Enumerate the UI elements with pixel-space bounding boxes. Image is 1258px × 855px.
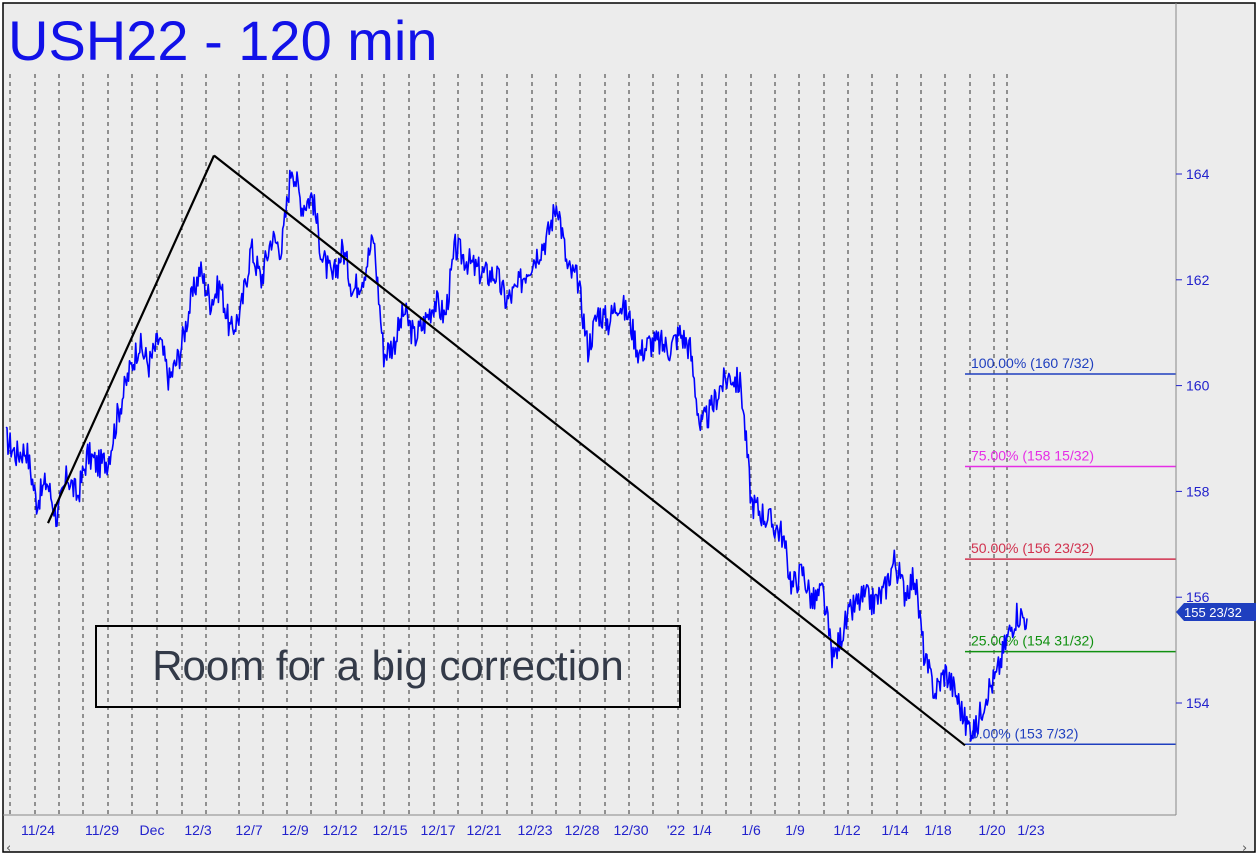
x-tick-label: 1/4: [692, 822, 712, 838]
chart-title: USH22 - 120 min: [8, 9, 438, 72]
x-axis: 11/24 11/29 Dec 12/3 12/7 12/9 12/12 12/15 12/17…: [21, 822, 1045, 838]
price-series: [5, 169, 1028, 742]
y-tick-label: 162: [1186, 272, 1210, 288]
last-price-tag: 155 23/32: [1176, 603, 1256, 622]
last-price-label: 155 23/32: [1184, 605, 1242, 620]
x-tick-label: 1/6: [741, 822, 761, 838]
y-tick-label: 156: [1186, 589, 1210, 605]
x-tick-label: 1/9: [785, 822, 805, 838]
x-tick-label: 1/12: [833, 822, 860, 838]
vertical-gridlines: [9, 74, 1008, 815]
x-tick-label: 12/28: [564, 822, 599, 838]
y-tick-label: 164: [1186, 166, 1210, 182]
annotation-text: Room for a big correction: [152, 642, 624, 689]
x-tick-label: 12/23: [517, 822, 552, 838]
y-axis: 154 156 158 160 162 164: [1176, 166, 1210, 711]
fib-level-label: 0.00% (153 7/32): [971, 725, 1078, 741]
scroll-indicator[interactable]: ‹ ›: [6, 841, 1247, 855]
x-tick-label: 12/12: [322, 822, 357, 838]
fib-level-label: 25.00% (154 31/32): [971, 633, 1094, 649]
x-tick-label: 12/30: [613, 822, 648, 838]
x-tick-label: 11/24: [21, 822, 55, 838]
y-tick-label: 158: [1186, 483, 1210, 499]
trend-line: [46, 155, 216, 524]
x-tick-label: 11/29: [85, 822, 119, 838]
x-tick-label: Dec: [140, 822, 165, 838]
fib-level-label: 100.00% (160 7/32): [971, 355, 1094, 371]
x-tick-label: 1/20: [978, 822, 1005, 838]
last-price-marker: [1176, 603, 1256, 622]
x-tick-label: 12/7: [235, 822, 262, 838]
price-line: [5, 169, 1028, 742]
fib-level-label: 50.00% (156 23/32): [971, 540, 1094, 556]
x-tick-label: '22: [667, 822, 685, 838]
annotation-frame: [95, 625, 681, 708]
x-tick-label: 1/18: [924, 822, 951, 838]
y-tick-label: 154: [1186, 695, 1210, 711]
x-tick-label: 12/21: [466, 822, 501, 838]
trend-line: [213, 154, 966, 747]
x-tick-label: 12/15: [372, 822, 407, 838]
fib-level-label: 75.00% (158 15/32): [971, 448, 1094, 464]
scroll-right-icon[interactable]: ›: [1242, 841, 1247, 855]
x-tick-label: 1/23: [1017, 822, 1044, 838]
annotation-box: Room for a big correction: [95, 625, 681, 708]
x-tick-label: 12/3: [184, 822, 211, 838]
scroll-left-icon[interactable]: ‹: [6, 841, 11, 855]
y-tick-label: 160: [1186, 378, 1210, 394]
x-tick-label: 12/17: [420, 822, 455, 838]
x-tick-label: 1/14: [881, 822, 908, 838]
x-tick-label: 12/9: [281, 822, 308, 838]
trend-lines: [46, 154, 966, 747]
